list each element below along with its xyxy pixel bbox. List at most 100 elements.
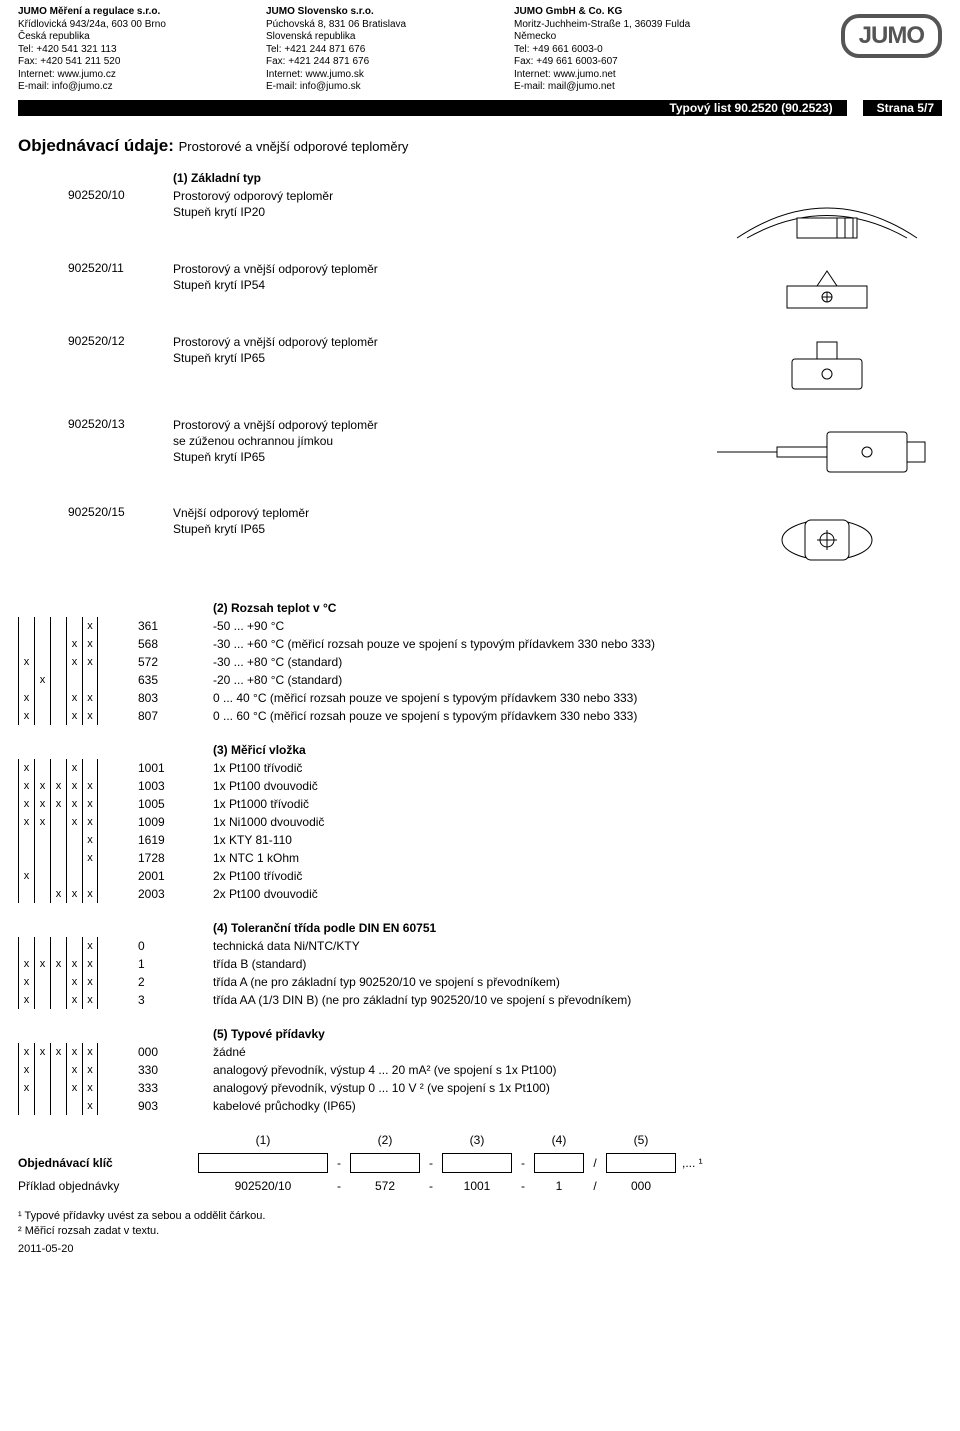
compat-cells: xxxxx xyxy=(18,795,108,813)
order-example-label: Příklad objednávky xyxy=(18,1179,198,1193)
compat-cells: xxx xyxy=(18,1061,108,1079)
option-code: 0 xyxy=(108,937,213,955)
company-country: Německo xyxy=(514,31,762,44)
matrix-row: xxxxx000žádné xyxy=(18,1043,942,1061)
compat-cell xyxy=(50,1061,66,1079)
matrix-row: xxx3třída AA (1/3 DIN B) (ne pro základn… xyxy=(18,991,942,1009)
sensor-sketch-icon xyxy=(757,261,897,316)
option-code: 1001 xyxy=(108,759,213,777)
company-name: JUMO Slovensko s.r.o. xyxy=(266,6,514,19)
option-code: 1728 xyxy=(108,849,213,867)
compat-cell xyxy=(18,885,34,903)
compat-cell xyxy=(50,831,66,849)
compat-cell xyxy=(50,635,66,653)
company-fax: Fax: +420 541 211 520 xyxy=(18,56,266,69)
option-code: 333 xyxy=(108,1079,213,1097)
matrix-row: xxxxx10051x Pt1000 třívodič xyxy=(18,795,942,813)
company-mail: E-mail: mail@jumo.net xyxy=(514,81,762,94)
subtitle-text: Prostorové a vnější odporové teploměry xyxy=(179,139,409,154)
compat-cell xyxy=(18,671,34,689)
section-head: (4) Toleranční třída podle DIN EN 60751 xyxy=(213,919,942,937)
section-head: (2) Rozsah teplot v °C xyxy=(213,599,942,617)
compat-cell: x xyxy=(50,795,66,813)
option-code: 000 xyxy=(108,1043,213,1061)
sensor-sketch-icon xyxy=(727,188,927,243)
option-code: 568 xyxy=(108,635,213,653)
compat-cells: xxx xyxy=(18,885,108,903)
sensor-sketch-icon xyxy=(757,334,897,399)
compat-cell xyxy=(50,813,66,831)
compat-cells: x xyxy=(18,617,108,635)
compat-cell: x xyxy=(66,653,82,671)
compat-cell xyxy=(34,635,50,653)
compat-cell xyxy=(50,849,66,867)
type-line: Stupeň krytí IP54 xyxy=(173,277,712,293)
header-col-cz: JUMO Měření a regulace s.r.o. Křídlovick… xyxy=(18,6,266,94)
compat-cell: x xyxy=(66,759,82,777)
compat-cell: x xyxy=(50,777,66,795)
compat-cell: x xyxy=(66,1079,82,1097)
matrix-row: xxx572-30 ... +80 °C (standard) xyxy=(18,653,942,671)
compat-cells: xxx xyxy=(18,973,108,991)
compat-cell: x xyxy=(18,759,34,777)
compat-cell xyxy=(34,707,50,725)
compat-cell xyxy=(66,671,82,689)
company-country: Česká republika xyxy=(18,31,266,44)
matrix-row: x20012x Pt100 třívodič xyxy=(18,867,942,885)
compat-cell xyxy=(34,867,50,885)
compat-cell: x xyxy=(18,813,34,831)
option-code: 572 xyxy=(108,653,213,671)
compat-cells: x xyxy=(18,831,108,849)
company-web: Internet: www.jumo.sk xyxy=(266,69,514,82)
option-code: 1 xyxy=(108,955,213,973)
compat-cell xyxy=(50,1079,66,1097)
compat-cell xyxy=(50,689,66,707)
compat-cell: x xyxy=(82,617,98,635)
product-type-row: 902520/10 Prostorový odporový teploměrSt… xyxy=(18,188,942,243)
order-head: (5) xyxy=(606,1133,676,1147)
compat-cell: x xyxy=(82,1097,98,1115)
compat-cells: xxx xyxy=(18,1079,108,1097)
compat-cell: x xyxy=(34,795,50,813)
compat-cell xyxy=(34,991,50,1009)
compat-cell xyxy=(82,671,98,689)
option-code: 2 xyxy=(108,973,213,991)
type-line: Prostorový a vnější odporový teploměr xyxy=(173,261,712,277)
order-sep: / xyxy=(584,1156,606,1170)
compat-cell: x xyxy=(82,653,98,671)
compat-cell: x xyxy=(82,1079,98,1097)
order-key-label: Objednávací klíč xyxy=(18,1156,198,1170)
page-number: Strana 5/7 xyxy=(869,101,942,115)
matrix-row: xxxxx1třída B (standard) xyxy=(18,955,942,973)
footnote-1: ¹ Typové přídavky uvést za sebou a odděl… xyxy=(18,1209,942,1224)
option-desc: analogový převodník, výstup 0 ... 10 V ²… xyxy=(213,1079,942,1097)
company-header: JUMO Měření a regulace s.r.o. Křídlovick… xyxy=(0,0,960,94)
order-sep: - xyxy=(420,1156,442,1170)
compat-cell: x xyxy=(66,1043,82,1061)
type-code: 902520/15 xyxy=(18,505,173,565)
section-title: Objednávací údaje: Prostorové a vnější o… xyxy=(18,136,942,156)
matrix-row: xxxxx10031x Pt100 dvouvodič xyxy=(18,777,942,795)
compat-cell xyxy=(34,937,50,955)
compat-cell: x xyxy=(18,991,34,1009)
company-addr: Púchovská 8, 831 06 Bratislava xyxy=(266,19,514,32)
order-box xyxy=(442,1153,512,1173)
compat-cell xyxy=(34,885,50,903)
compat-cell: x xyxy=(66,795,82,813)
option-desc: 2x Pt100 třívodič xyxy=(213,867,942,885)
option-desc: analogový převodník, výstup 4 ... 20 mA²… xyxy=(213,1061,942,1079)
compat-cell xyxy=(50,759,66,777)
type-line: Stupeň krytí IP20 xyxy=(173,204,712,220)
option-desc: žádné xyxy=(213,1043,942,1061)
company-addr: Křídlovická 943/24a, 603 00 Brno xyxy=(18,19,266,32)
compat-cell xyxy=(18,635,34,653)
company-tel: Tel: +420 541 321 113 xyxy=(18,44,266,57)
type-code: 902520/11 xyxy=(18,261,173,316)
company-name: JUMO GmbH & Co. KG xyxy=(514,6,762,19)
compat-cell: x xyxy=(66,991,82,1009)
option-code: 635 xyxy=(108,671,213,689)
compat-cells: x xyxy=(18,867,108,885)
compat-cell: x xyxy=(82,831,98,849)
product-type-row: 902520/11 Prostorový a vnější odporový t… xyxy=(18,261,942,316)
compat-cell xyxy=(18,937,34,955)
